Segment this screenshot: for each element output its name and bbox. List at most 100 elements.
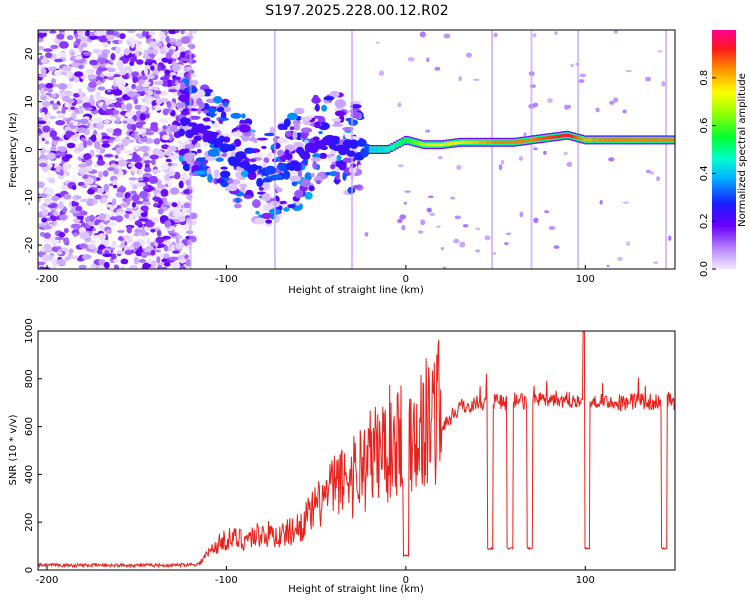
spectrogram-xlabel: Height of straight line (km) (288, 285, 424, 296)
transition-blob (335, 171, 340, 181)
signal-core (428, 143, 431, 147)
noise-speckle (90, 240, 96, 244)
noise-speckle (79, 108, 84, 114)
transition-blob (300, 131, 308, 140)
signal-core (573, 135, 576, 139)
noise-speckle (126, 197, 131, 206)
noise-speckle (135, 121, 144, 129)
transition-blob (178, 94, 190, 102)
faint-blob (656, 176, 661, 182)
signal-core (560, 134, 563, 138)
noise-speckle (98, 259, 106, 266)
noise-speckle (165, 35, 170, 43)
noise-speckle (42, 225, 53, 230)
noise-speckle (66, 118, 72, 125)
noise-speckle (143, 81, 151, 85)
noise-speckle (183, 202, 192, 209)
signal-core (570, 134, 574, 138)
noise-speckle (74, 107, 79, 113)
noise-speckle (72, 185, 77, 190)
noise-speckle (189, 79, 199, 86)
noise-speckle (127, 30, 136, 34)
faint-blob (426, 207, 432, 213)
signal-core (481, 140, 485, 144)
noise-speckle (76, 35, 84, 40)
noise-speckle (162, 108, 169, 116)
transition-blob (180, 110, 190, 116)
colorbar-tick-label: 0.6 (699, 118, 710, 134)
noise-speckle (39, 147, 46, 155)
signal-core (586, 138, 590, 142)
noise-speckle (78, 167, 88, 176)
signal-core (659, 138, 663, 142)
colorbar-tick-label: 0.0 (699, 261, 710, 277)
noise-speckle (40, 87, 45, 95)
noise-speckle (104, 63, 112, 68)
noise-speckle (104, 250, 110, 254)
noise-speckle (172, 209, 182, 217)
signal-core (457, 140, 461, 144)
noise-speckle (42, 125, 51, 133)
transition-blob (348, 119, 358, 126)
noise-speckle (79, 258, 84, 262)
noise-speckle (65, 130, 72, 139)
transition-blob (313, 115, 323, 119)
signal-core (452, 141, 455, 145)
noise-speckle (66, 90, 71, 94)
noise-speckle (97, 79, 101, 86)
transition-blob (336, 154, 342, 162)
faint-blob (622, 109, 627, 114)
noise-speckle (137, 75, 148, 81)
noise-speckle (48, 177, 56, 184)
faint-blob (547, 98, 553, 103)
signal-core (446, 142, 450, 146)
noise-speckle (110, 116, 117, 122)
noise-speckle (158, 31, 165, 39)
noise-speckle (89, 31, 97, 36)
signal-core (374, 147, 377, 152)
noise-speckle (128, 177, 138, 181)
transition-blob (293, 141, 304, 149)
transition-blob (330, 163, 336, 170)
noise-speckle (131, 156, 140, 162)
noise-speckle (56, 33, 65, 40)
transition-blob (239, 183, 248, 188)
noise-speckle (87, 220, 95, 226)
faint-blob (462, 224, 469, 228)
noise-speckle (135, 200, 144, 205)
noise-speckle (41, 112, 45, 117)
noise-speckle (80, 43, 88, 48)
noise-speckle (70, 223, 81, 229)
noise-speckle (151, 158, 156, 166)
noise-speckle (179, 46, 186, 52)
signal-core (382, 147, 385, 152)
transition-blob (304, 191, 313, 200)
noise-speckle (50, 44, 59, 50)
signal-core (387, 147, 391, 151)
noise-speckle (165, 158, 172, 163)
transition-blob (338, 161, 347, 171)
faint-blob (397, 102, 402, 108)
noise-speckle (140, 205, 149, 212)
noise-speckle (121, 137, 130, 145)
noise-speckle (136, 59, 144, 65)
noise-speckle (74, 71, 84, 77)
noise-speckle (160, 76, 170, 81)
noise-speckle (162, 240, 173, 245)
spectrogram-ytick-label: 20 (24, 48, 35, 61)
transition-blob (220, 166, 228, 170)
noise-speckle (141, 98, 147, 103)
signal-core (578, 136, 582, 141)
noise-speckle (71, 112, 77, 119)
noise-speckle (168, 30, 177, 35)
noise-speckle (131, 71, 140, 77)
signal-core (594, 138, 598, 142)
transition-blob (285, 153, 293, 161)
noise-speckle (161, 57, 169, 63)
signal-core (406, 138, 410, 142)
noise-speckle (152, 48, 159, 55)
noise-speckle (79, 118, 89, 125)
noise-speckle (43, 243, 52, 250)
noise-speckle (140, 137, 148, 143)
